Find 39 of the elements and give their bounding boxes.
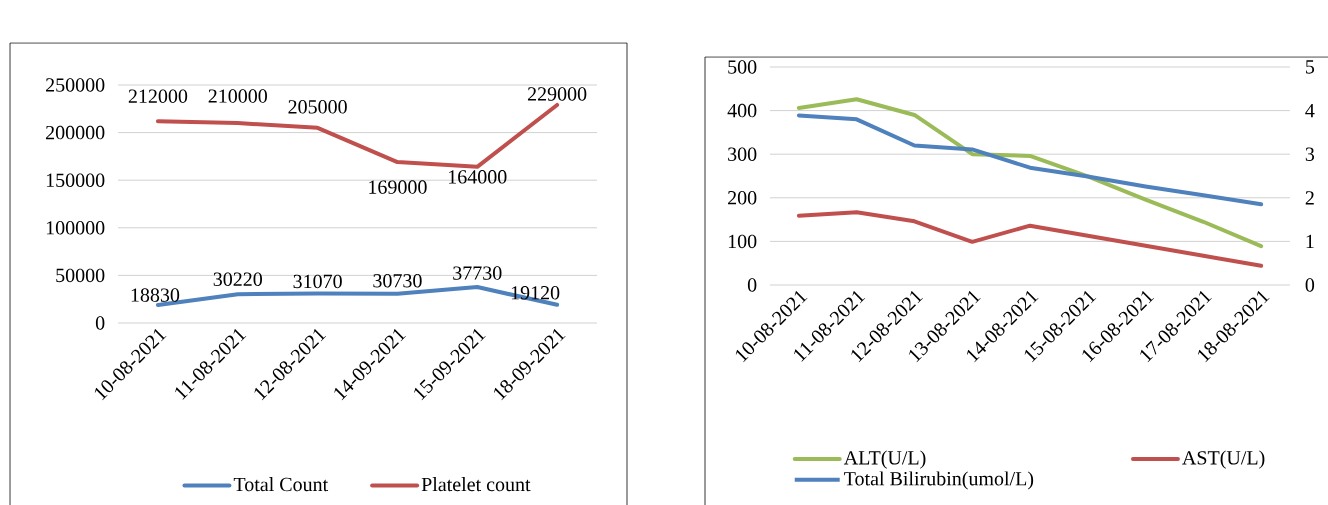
data-label: 229000 — [527, 87, 587, 101]
y-tick-label: 400 — [727, 103, 757, 118]
legend-label: Platelet count — [421, 477, 531, 492]
y-tick-label: 50000 — [56, 268, 105, 283]
y-tick-label: 100000 — [46, 221, 105, 235]
y-tick-label: 300 — [728, 147, 757, 161]
y-tick-label: 200000 — [46, 125, 105, 140]
y-tick-label: 200 — [728, 191, 757, 205]
y2-tick-label: 5 — [1306, 60, 1315, 74]
y2-tick-label: 1 — [1306, 234, 1314, 248]
legend-label: ALT(U/L) — [843, 450, 926, 469]
y-tick-label: 150000 — [46, 173, 105, 187]
y2-tick-label: 0 — [1305, 278, 1315, 292]
y-tick-label: 0 — [747, 278, 757, 292]
legend-label: Total Count — [233, 477, 329, 492]
y2-tick-label: 4 — [1305, 104, 1315, 118]
data-label: 30220 — [213, 272, 262, 286]
data-label: 210000 — [208, 89, 267, 103]
data-label: 169000 — [369, 180, 427, 194]
y-tick-label: 0 — [95, 316, 105, 330]
line-series — [155, 102, 560, 169]
data-label: 18830 — [131, 288, 180, 302]
line-series — [796, 113, 1264, 207]
y2-tick-label: 3 — [1305, 147, 1315, 161]
line-series — [796, 210, 1264, 268]
data-label: 164000 — [449, 170, 507, 184]
data-label: 205000 — [288, 100, 347, 114]
data-label: 30730 — [373, 273, 422, 288]
line-series — [796, 97, 1264, 249]
data-label: 212000 — [128, 89, 188, 103]
data-label: 31070 — [293, 274, 342, 289]
legend-label: AST(U/L) — [1182, 450, 1265, 469]
y2-tick-label: 2 — [1305, 191, 1314, 205]
data-label: 37730 — [453, 266, 502, 280]
data-label: 19120 — [511, 286, 560, 300]
y-tick-label: 500 — [728, 60, 757, 74]
y-tick-label: 250000 — [46, 78, 105, 92]
legend-label: Total Bilirubin(umol/L) — [844, 471, 1034, 490]
y-tick-label: 100 — [728, 234, 757, 249]
